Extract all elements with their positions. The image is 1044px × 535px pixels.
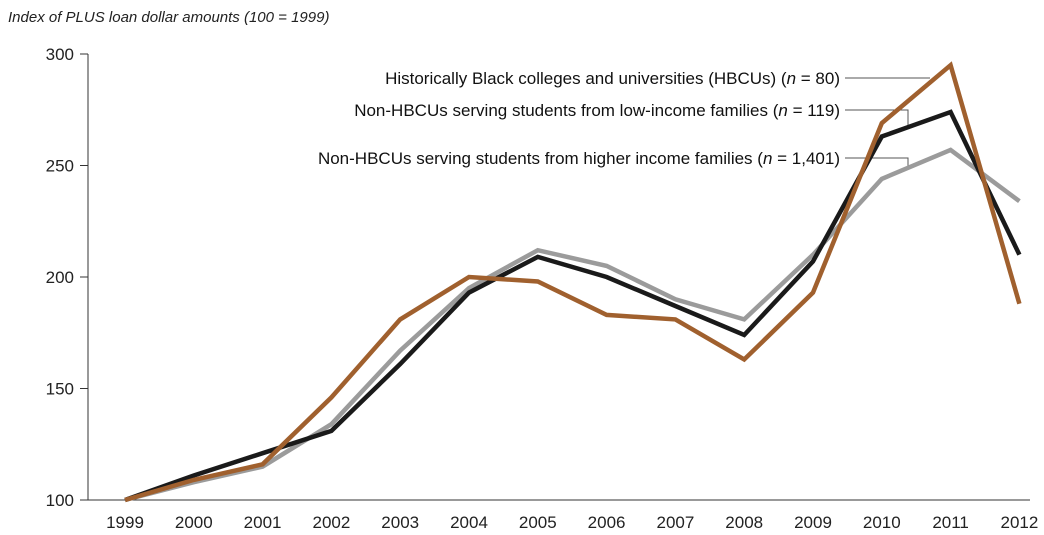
legend-leader-line <box>845 157 909 168</box>
x-tick-label: 2007 <box>656 513 694 532</box>
x-tick-label: 2004 <box>450 513 488 532</box>
series-line-2 <box>124 109 1022 503</box>
y-tick-label: 300 <box>46 45 74 64</box>
y-tick-label: 200 <box>46 268 74 287</box>
y-tick-label: 150 <box>46 380 74 399</box>
legend-leader-line <box>845 109 909 126</box>
y-axis-label: Index of PLUS loan dollar amounts (100 =… <box>8 9 329 26</box>
series-lines <box>124 61 1022 503</box>
x-tick-label: 2009 <box>794 513 832 532</box>
legend-entry-2: Non-HBCUs serving students from low-inco… <box>354 101 840 120</box>
y-tick-label: 250 <box>46 157 74 176</box>
series-line-1 <box>124 61 1022 503</box>
x-tick-label: 2002 <box>312 513 350 532</box>
legend: Historically Black colleges and universi… <box>318 69 840 168</box>
x-tick-label: 2005 <box>519 513 557 532</box>
x-tick-label: 2011 <box>932 513 969 532</box>
x-tick-label: 2003 <box>381 513 419 532</box>
x-tick-label: 2010 <box>863 513 901 532</box>
x-tick-label: 1999 <box>106 513 144 532</box>
x-tick-label: 2000 <box>175 513 213 532</box>
x-tick-label: 2012 <box>1000 513 1038 532</box>
legend-entry-1: Historically Black colleges and universi… <box>385 69 840 88</box>
y-tick-label: 100 <box>46 491 74 510</box>
x-tick-label: 2008 <box>725 513 763 532</box>
x-tick-label: 2001 <box>244 513 282 532</box>
series-line-3 <box>124 147 1021 503</box>
x-tick-label: 2006 <box>588 513 626 532</box>
legend-entry-3: Non-HBCUs serving students from higher i… <box>318 149 840 168</box>
axes: 100 150 200 250 300 1999 2000 2001 2002 2003 2004 2… <box>46 45 1039 532</box>
